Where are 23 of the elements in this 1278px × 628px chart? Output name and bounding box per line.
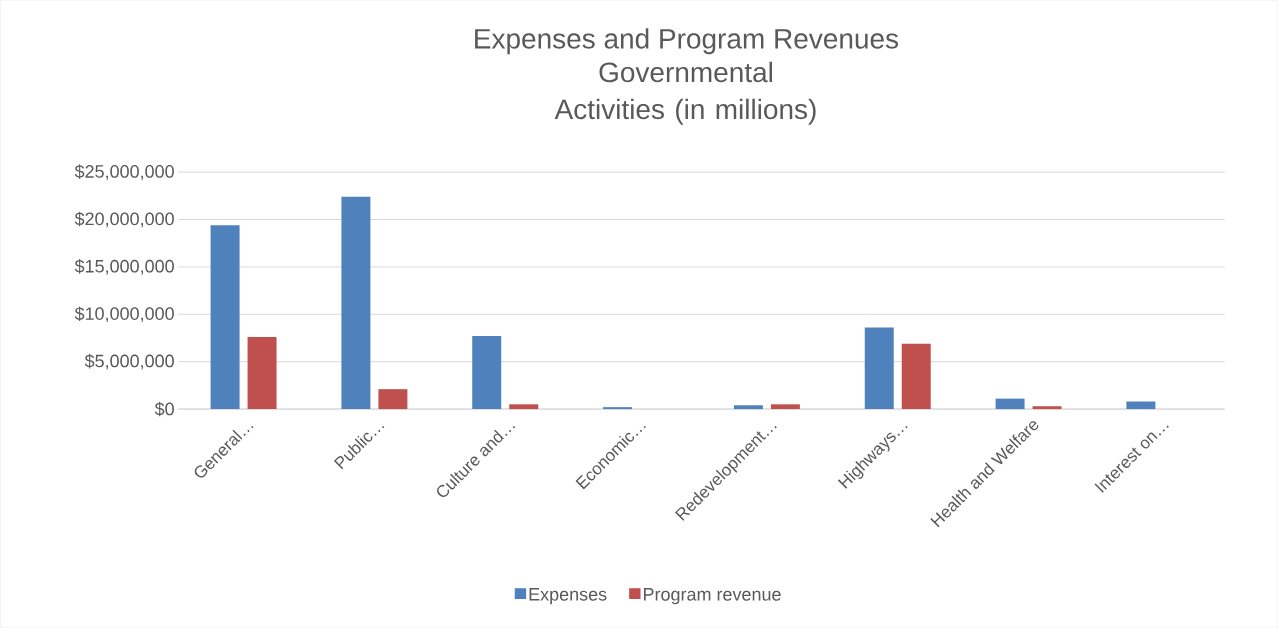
- chart-subtitle: Governmental Activities (in millions): [554, 61, 816, 125]
- legend-label: Expenses: [529, 588, 607, 605]
- y-tick-label: $10,000,000: [74, 306, 174, 323]
- y-tick-label: $15,000,000: [74, 259, 174, 275]
- bar: [341, 196, 371, 409]
- bar: [472, 336, 502, 409]
- bar: [247, 336, 277, 409]
- bar: [1126, 401, 1156, 409]
- bar: [378, 389, 408, 409]
- chart-title: Expenses and Program Revenues: [475, 28, 899, 55]
- y-tick-label: $25,000,000: [74, 164, 174, 180]
- bar: [901, 343, 931, 409]
- bar: [995, 398, 1025, 409]
- y-tick-label: $20,000,000: [74, 211, 174, 228]
- y-tick-label: $0: [154, 401, 174, 417]
- legend-label: Program revenue: [643, 588, 781, 605]
- bar: [1032, 406, 1062, 409]
- bar: [509, 404, 539, 409]
- bar: [770, 404, 800, 409]
- bar: [733, 405, 763, 409]
- bar: [210, 225, 240, 409]
- y-tick-label: $5,000,000: [84, 353, 174, 370]
- bar: [864, 327, 894, 409]
